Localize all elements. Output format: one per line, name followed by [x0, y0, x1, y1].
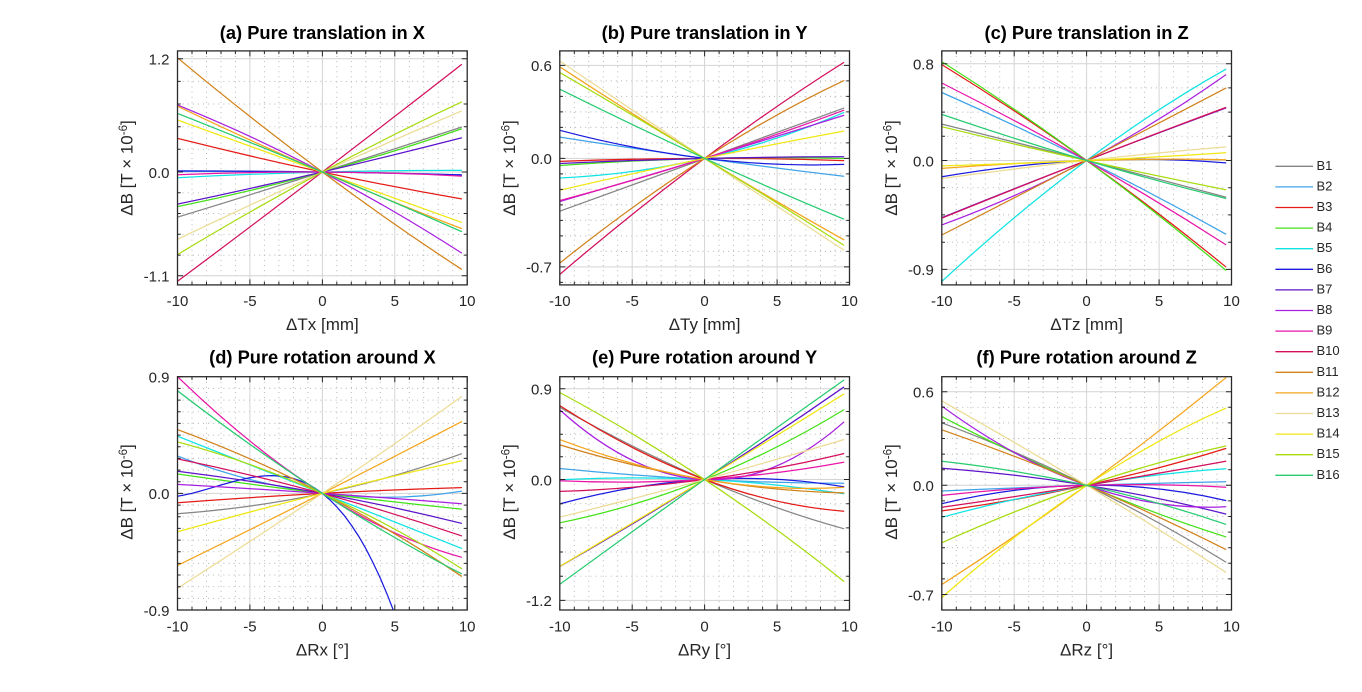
svg-text:ΔRz [°]: ΔRz [°]	[1060, 641, 1113, 660]
svg-text:0.0: 0.0	[913, 478, 934, 495]
svg-text:B11: B11	[1317, 364, 1339, 379]
svg-text:5: 5	[1155, 293, 1163, 310]
svg-text:-1.2: -1.2	[526, 593, 552, 610]
svg-text:ΔB [T × 10-6]: ΔB [T × 10-6]	[882, 120, 901, 215]
svg-text:-10: -10	[167, 293, 189, 310]
svg-text:B12: B12	[1317, 384, 1340, 399]
svg-text:ΔB [T × 10-6]: ΔB [T × 10-6]	[118, 444, 137, 539]
svg-text:ΔB [T × 10-6]: ΔB [T × 10-6]	[500, 120, 519, 215]
svg-text:1.2: 1.2	[149, 52, 170, 69]
svg-text:0.0: 0.0	[531, 151, 552, 168]
svg-text:(c) Pure translation in Z: (c) Pure translation in Z	[985, 22, 1189, 43]
svg-text:0.6: 0.6	[531, 58, 552, 75]
svg-text:5: 5	[391, 619, 399, 636]
svg-text:-10: -10	[167, 619, 189, 636]
svg-text:-0.9: -0.9	[144, 603, 170, 620]
svg-text:ΔRx [°]: ΔRx [°]	[296, 641, 349, 660]
svg-text:-5: -5	[1008, 293, 1021, 310]
svg-text:-5: -5	[243, 619, 256, 636]
svg-text:0.6: 0.6	[913, 385, 934, 402]
svg-text:-5: -5	[1008, 619, 1021, 636]
svg-text:B8: B8	[1317, 302, 1333, 317]
svg-text:B1: B1	[1317, 158, 1333, 173]
svg-text:-10: -10	[549, 293, 571, 310]
svg-text:B16: B16	[1317, 467, 1340, 482]
svg-text:-5: -5	[626, 293, 639, 310]
svg-text:B15: B15	[1317, 446, 1340, 461]
svg-text:-1.1: -1.1	[144, 269, 170, 286]
svg-text:0.0: 0.0	[531, 472, 552, 489]
svg-text:10: 10	[841, 619, 858, 636]
svg-text:0: 0	[700, 619, 708, 636]
svg-text:ΔTz [mm]: ΔTz [mm]	[1050, 315, 1123, 334]
svg-text:(d) Pure rotation around X: (d) Pure rotation around X	[209, 347, 436, 368]
svg-text:0.0: 0.0	[149, 165, 170, 182]
svg-text:ΔB [T × 10-6]: ΔB [T × 10-6]	[118, 120, 137, 215]
svg-text:5: 5	[391, 293, 399, 310]
svg-text:-5: -5	[243, 293, 256, 310]
svg-text:10: 10	[841, 293, 858, 310]
svg-text:10: 10	[1223, 293, 1240, 310]
svg-text:B4: B4	[1317, 220, 1333, 235]
svg-text:ΔTy [mm]: ΔTy [mm]	[669, 315, 741, 334]
svg-text:10: 10	[1223, 619, 1240, 636]
svg-text:10: 10	[459, 619, 476, 636]
svg-text:5: 5	[1155, 619, 1163, 636]
svg-text:ΔTx [mm]: ΔTx [mm]	[286, 315, 359, 334]
svg-text:(b) Pure translation in Y: (b) Pure translation in Y	[602, 22, 808, 43]
svg-text:0.9: 0.9	[149, 370, 170, 387]
svg-text:ΔB [T × 10-6]: ΔB [T × 10-6]	[882, 444, 901, 539]
svg-text:0.0: 0.0	[149, 486, 170, 503]
svg-text:ΔB [T × 10-6]: ΔB [T × 10-6]	[500, 444, 519, 539]
svg-text:5: 5	[773, 293, 781, 310]
svg-text:5: 5	[773, 619, 781, 636]
svg-text:-0.9: -0.9	[908, 262, 934, 279]
svg-text:B3: B3	[1317, 199, 1333, 214]
svg-text:B9: B9	[1317, 323, 1333, 338]
svg-text:-5: -5	[626, 619, 639, 636]
svg-text:B13: B13	[1317, 405, 1340, 420]
svg-text:-10: -10	[931, 293, 953, 310]
svg-text:B10: B10	[1317, 343, 1340, 358]
svg-text:-0.7: -0.7	[908, 587, 934, 604]
svg-text:-10: -10	[931, 619, 953, 636]
svg-text:10: 10	[459, 293, 476, 310]
svg-text:0: 0	[1082, 293, 1090, 310]
svg-text:0.9: 0.9	[531, 382, 552, 399]
svg-text:-10: -10	[549, 619, 571, 636]
svg-text:0.8: 0.8	[913, 57, 934, 74]
svg-text:0.0: 0.0	[913, 153, 934, 170]
svg-text:ΔRy [°]: ΔRy [°]	[678, 641, 731, 660]
svg-text:0: 0	[700, 293, 708, 310]
svg-text:0: 0	[318, 619, 326, 636]
svg-text:(a) Pure translation in X: (a) Pure translation in X	[220, 22, 426, 43]
svg-text:0: 0	[318, 293, 326, 310]
svg-text:B5: B5	[1317, 240, 1333, 255]
svg-text:(f) Pure rotation around Z: (f) Pure rotation around Z	[976, 347, 1196, 368]
svg-text:(e) Pure rotation around Y: (e) Pure rotation around Y	[592, 347, 817, 368]
svg-text:B14: B14	[1317, 426, 1340, 441]
svg-text:-0.7: -0.7	[526, 260, 552, 277]
svg-text:0: 0	[1082, 619, 1090, 636]
svg-text:B6: B6	[1317, 261, 1333, 276]
svg-text:B7: B7	[1317, 281, 1333, 296]
svg-text:B2: B2	[1317, 178, 1333, 193]
